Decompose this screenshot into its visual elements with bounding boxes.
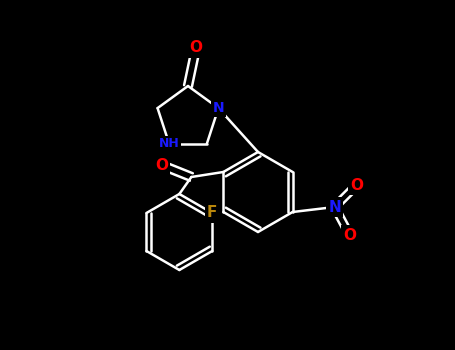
Text: N: N (328, 199, 341, 215)
Text: O: O (350, 177, 363, 192)
Text: N: N (212, 101, 224, 115)
Text: O: O (155, 158, 168, 173)
Text: F: F (207, 205, 217, 220)
Text: NH: NH (159, 138, 180, 150)
Text: O: O (189, 41, 202, 56)
Text: O: O (343, 228, 356, 243)
